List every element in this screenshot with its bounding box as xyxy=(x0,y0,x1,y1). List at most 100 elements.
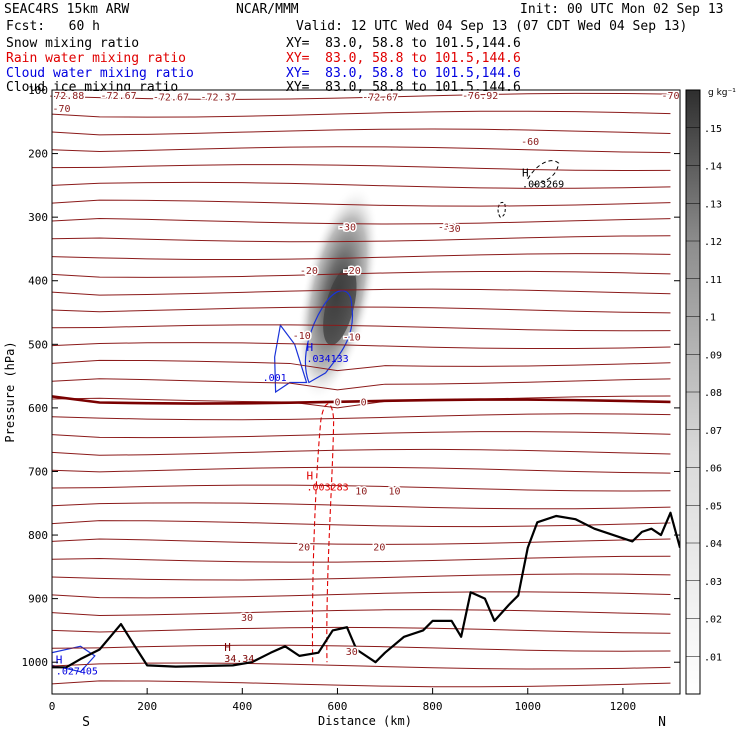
colorbar-label: .03 xyxy=(704,577,722,588)
temperature-label: -10 xyxy=(293,331,311,342)
temperature-label: -72.37 xyxy=(200,92,236,103)
isotherm xyxy=(52,181,671,189)
isotherm xyxy=(52,538,671,545)
isotherm xyxy=(52,378,671,391)
isotherm xyxy=(52,573,671,581)
cloud-ice-contour xyxy=(527,160,560,186)
colorbar-label: .14 xyxy=(704,162,722,173)
y-tick-label: 700 xyxy=(28,465,48,478)
isotherm xyxy=(52,448,671,456)
colorbar-label: .08 xyxy=(704,388,722,399)
temperature-label: 30 xyxy=(241,613,253,624)
temperature-label: -72.67 xyxy=(362,92,398,103)
colorbar-label: .05 xyxy=(704,501,722,512)
extremum-value: .034133 xyxy=(307,354,349,365)
temperature-label: -70 xyxy=(52,104,70,115)
x-tick-label: 400 xyxy=(232,700,252,713)
terrain xyxy=(52,511,680,669)
extremum-value: .003283 xyxy=(307,482,349,493)
x-tick-label: 1000 xyxy=(515,700,542,713)
isotherm xyxy=(52,395,671,409)
field-cloudwater-name: Cloud water mixing ratio xyxy=(6,66,194,81)
isotherm xyxy=(52,484,671,492)
model-title: SEAC4RS 15km ARW xyxy=(4,2,130,17)
colorbar-label: .09 xyxy=(704,350,722,361)
isotherm xyxy=(52,324,671,332)
colorbar-label: .02 xyxy=(704,615,722,626)
orientation-south: S xyxy=(82,715,90,730)
isotherm xyxy=(52,128,671,136)
extremum-marker: H xyxy=(522,167,529,180)
temperature-label: -30 xyxy=(438,223,456,234)
colorbar-label: .06 xyxy=(704,464,722,475)
temperature-label: 20 xyxy=(298,542,310,553)
y-tick-label: 1000 xyxy=(22,656,49,669)
terrain-line xyxy=(52,511,680,669)
temperature-label: -30 xyxy=(443,224,461,235)
colorbar-label: .01 xyxy=(704,652,722,663)
isotherm xyxy=(52,342,671,350)
temperature-label: -10 xyxy=(343,333,361,344)
y-axis-label: Pressure (hPa) xyxy=(3,341,17,442)
extremum-marker: H xyxy=(56,654,63,667)
center-title: NCAR/MMM xyxy=(236,2,299,17)
x-tick-label: 1200 xyxy=(610,700,637,713)
isotherm xyxy=(52,164,671,172)
temperature-label: -20 xyxy=(300,266,318,277)
y-tick-label: 500 xyxy=(28,338,48,351)
colorbar-label: .13 xyxy=(704,199,722,210)
field-snow-name: Snow mixing ratio xyxy=(6,36,140,51)
extremum-value: 34.34 xyxy=(224,654,254,665)
cloud-water-contour xyxy=(274,323,308,394)
y-tick-label: 100 xyxy=(28,84,48,97)
temperature-label: 10 xyxy=(355,487,367,498)
isotherm xyxy=(52,235,671,243)
isotherm xyxy=(52,520,671,528)
temperature-contours xyxy=(52,92,671,688)
valid-time: Valid: 12 UTC Wed 04 Sep 13 (07 CDT Wed … xyxy=(296,19,688,34)
temperature-label: 0 xyxy=(361,398,367,409)
isotherm xyxy=(52,199,671,207)
isotherm xyxy=(52,110,671,118)
contour-labels: -72.88 -72.67 -72.67 -72.37 -72.67 -76.92 -70 -… xyxy=(47,90,681,678)
isotherm xyxy=(52,609,671,616)
temperature-label: 20 xyxy=(373,542,385,553)
extremum-marker: H xyxy=(224,641,231,654)
temperature-label: -70 xyxy=(661,91,679,102)
isotherm xyxy=(52,270,671,278)
isotherm xyxy=(52,359,671,372)
x-tick-label: 600 xyxy=(328,700,348,713)
colorbar-label: .12 xyxy=(704,237,722,248)
field-rain-name: Rain water mixing ratio xyxy=(6,51,187,66)
y-tick-label: 400 xyxy=(28,275,48,288)
isotherm xyxy=(52,218,671,225)
temperature-label: 0 xyxy=(334,398,340,409)
extremum-value: .027405 xyxy=(56,667,98,678)
isotherm xyxy=(52,413,671,421)
field-cloudwater-xy: XY= 83.0, 58.8 to 101.5,144.6 xyxy=(286,66,521,81)
cloud-water-label: .001 xyxy=(263,373,287,384)
colorbar-label: .1 xyxy=(704,313,716,324)
y-tick-label: 600 xyxy=(28,402,48,415)
isotherm xyxy=(52,146,671,154)
plot-frame xyxy=(51,89,681,695)
isotherm xyxy=(52,662,671,670)
x-tick-label: 0 xyxy=(49,700,56,713)
colorbar-label: .04 xyxy=(704,539,722,550)
isotherm xyxy=(52,591,671,599)
orientation-north: N xyxy=(658,715,666,730)
isotherm xyxy=(52,502,671,510)
rain-water-contour xyxy=(311,403,335,663)
field-cloudice-xy: XY= 83.0, 58.8 to 101.5,144.6 xyxy=(286,80,521,95)
extremum-marker: H xyxy=(307,469,314,482)
colorbar-label: .15 xyxy=(704,124,722,135)
isotherm xyxy=(52,555,671,563)
isotherm-zero xyxy=(52,395,671,405)
isotherm xyxy=(52,431,671,439)
colorbar-unit: g kg⁻¹ xyxy=(708,88,736,98)
temperature-label: -60 xyxy=(521,137,539,148)
y-tick-label: 300 xyxy=(28,211,48,224)
y-tick-label: 900 xyxy=(28,593,48,606)
x-axis-label: Distance (km) xyxy=(318,714,412,728)
